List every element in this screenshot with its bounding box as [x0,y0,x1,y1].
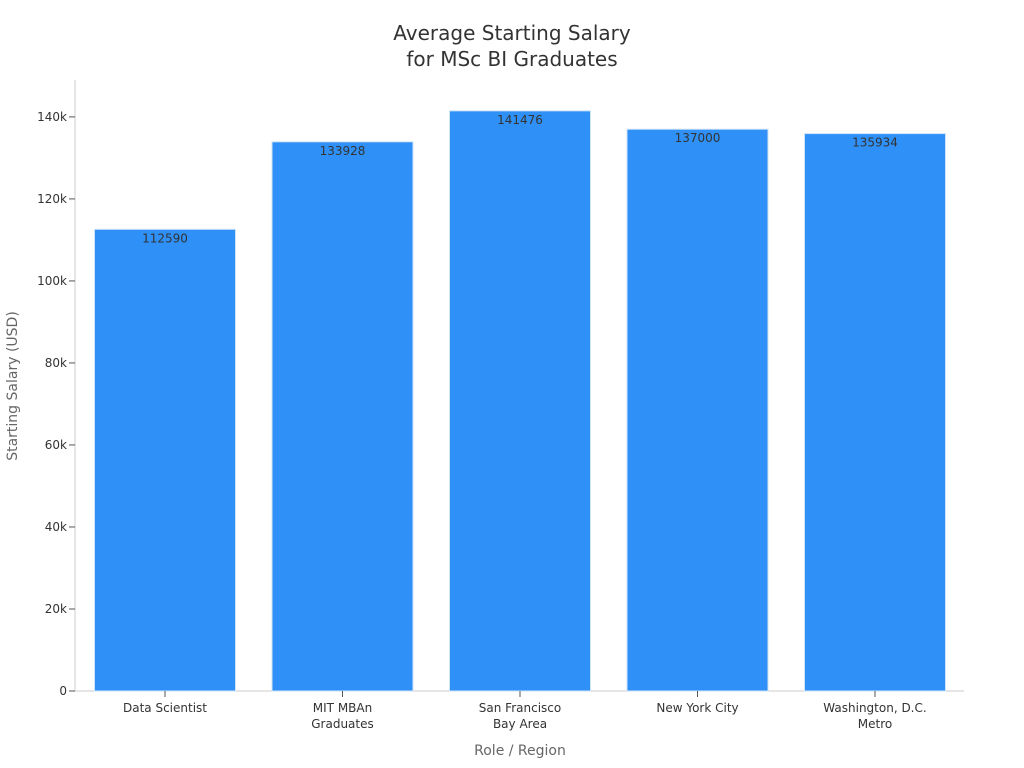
x-tick-label: Metro [858,717,892,731]
x-tick-label: MIT MBAn [313,701,372,715]
y-tick-label: 80k [45,356,67,370]
y-tick-label: 100k [37,274,67,288]
x-axis-title: Role / Region [474,743,566,759]
bar [94,228,236,692]
chart-title-line-1: Average Starting Salary [393,21,631,45]
y-tick-label: 120k [37,192,67,206]
bar [804,133,946,692]
chart-title-line-2: for MSc BI Graduates [406,47,617,71]
y-tick-label: 0 [59,684,67,698]
x-tick-label: Bay Area [493,717,547,731]
data-label: 137000 [675,131,721,145]
y-tick-label: 60k [45,438,67,452]
bar [449,110,591,692]
x-tick-label: Washington, D.C. [823,701,926,715]
y-tick-label: 20k [45,602,67,616]
bar [626,128,769,692]
data-label: 133928 [320,144,366,158]
y-tick-label: 140k [37,110,67,124]
data-label: 112590 [142,231,188,245]
bar [271,141,414,692]
data-label: 141476 [497,113,543,127]
plot-area: 0 20k 40k 60k 80k 100k 120k 140k 112590 Data Scie… [37,80,964,731]
x-tick-label: San Francisco [479,701,561,715]
y-tick-label: 40k [45,520,67,534]
y-axis-title: Starting Salary (USD) [5,311,21,461]
x-tick-label: New York City [656,701,738,715]
x-tick-label: Graduates [311,717,374,731]
x-tick-label: Data Scientist [123,701,207,715]
data-label: 135934 [852,136,898,150]
